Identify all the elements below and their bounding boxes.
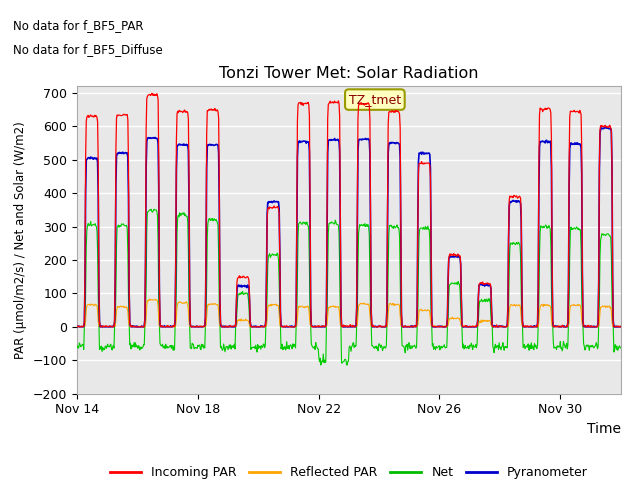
Y-axis label: PAR (μmol/m2/s) / Net and Solar (W/m2): PAR (μmol/m2/s) / Net and Solar (W/m2) bbox=[14, 121, 27, 359]
X-axis label: Time: Time bbox=[587, 422, 621, 436]
Text: TZ_tmet: TZ_tmet bbox=[349, 93, 401, 106]
Title: Tonzi Tower Met: Solar Radiation: Tonzi Tower Met: Solar Radiation bbox=[219, 66, 479, 81]
Text: No data for f_BF5_PAR: No data for f_BF5_PAR bbox=[13, 19, 143, 32]
Legend: Incoming PAR, Reflected PAR, Net, Pyranometer: Incoming PAR, Reflected PAR, Net, Pyrano… bbox=[104, 461, 593, 480]
Text: No data for f_BF5_Diffuse: No data for f_BF5_Diffuse bbox=[13, 43, 163, 56]
